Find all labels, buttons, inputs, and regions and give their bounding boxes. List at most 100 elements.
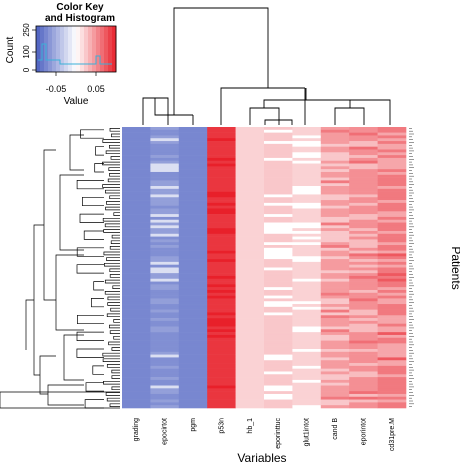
heatmap-cell — [150, 396, 180, 400]
heatmap-cell — [377, 233, 407, 237]
heatmap-cell — [207, 304, 236, 308]
heatmap-cell — [150, 289, 180, 294]
heatmap-cell — [320, 388, 350, 392]
heatmap-cell — [264, 298, 293, 302]
heatmap-cell — [349, 360, 378, 364]
heatmap-cell — [235, 289, 265, 294]
heatmap-cell — [207, 146, 236, 150]
heatmap-cell — [377, 275, 407, 280]
heatmap-cell — [377, 214, 407, 218]
color-key-histogram — [38, 43, 112, 65]
heatmap-cell — [377, 278, 407, 282]
heatmap-cell — [292, 334, 322, 339]
heatmap-cell — [207, 149, 236, 153]
heatmap-cell — [320, 363, 350, 367]
heatmap-cell — [122, 233, 151, 237]
heatmap-cell — [349, 138, 378, 142]
heatmap-cell — [377, 163, 407, 167]
heatmap-cell — [150, 169, 180, 173]
heatmap-cell — [292, 157, 322, 162]
heatmap-cell — [235, 202, 265, 206]
heatmap-cell — [122, 157, 151, 162]
heatmap-cell — [150, 129, 180, 133]
heatmap-cell — [349, 127, 378, 131]
heatmap-cell — [264, 329, 293, 333]
heatmap-cell — [178, 340, 208, 344]
heatmap-cell — [207, 298, 236, 302]
heatmap-cell — [349, 214, 378, 218]
heatmap-cell — [292, 273, 322, 277]
heatmap-cell — [178, 281, 208, 285]
heatmap-cell — [235, 351, 265, 355]
heatmap-cell — [264, 292, 293, 296]
heatmap-cell — [377, 143, 407, 147]
heatmap-cell — [178, 194, 208, 198]
heatmap-cell — [377, 348, 407, 353]
heatmap-cell — [349, 146, 378, 150]
heatmap-cell — [264, 379, 293, 384]
heatmap-cell — [320, 393, 350, 398]
heatmap-cell — [235, 157, 265, 162]
heatmap-cell — [264, 371, 293, 375]
heatmap-cell — [264, 135, 293, 139]
heatmap-cell — [377, 157, 407, 162]
heatmap-cell — [349, 402, 378, 406]
heatmap-cell — [207, 200, 236, 204]
heatmap-cell — [377, 388, 407, 392]
heatmap-cell — [320, 385, 350, 389]
heatmap-cell — [377, 309, 407, 313]
heatmap-cell — [349, 363, 378, 367]
heatmap-cell — [292, 377, 322, 381]
heatmap-cell — [235, 230, 265, 235]
heatmap-cell — [264, 169, 293, 173]
heatmap-cell — [377, 253, 407, 257]
heatmap-cell — [235, 323, 265, 327]
heatmap-cell — [264, 174, 293, 178]
heatmap-cell — [235, 264, 265, 268]
heatmap-cell — [349, 225, 378, 229]
heatmap-cell — [235, 259, 265, 263]
row-dendrogram-branch — [106, 397, 120, 402]
heatmap-cell — [207, 379, 236, 384]
heatmap-cell — [178, 174, 208, 178]
heatmap-cell — [377, 357, 407, 361]
color-key-swatch — [104, 26, 109, 72]
heatmap-cell — [264, 233, 293, 237]
color-key-ylabel: Count — [5, 36, 16, 63]
heatmap-cell — [150, 323, 180, 327]
color-key-swatch — [48, 26, 53, 72]
heatmap-cell — [320, 214, 350, 218]
heatmap-cell — [264, 245, 293, 249]
heatmap-cell — [207, 180, 236, 184]
heatmap-cell — [207, 326, 236, 330]
heatmap-cell — [264, 270, 293, 274]
heatmap-cell — [320, 194, 350, 198]
heatmap-cell — [150, 152, 180, 156]
heatmap-cell — [207, 160, 236, 164]
heatmap-cell — [207, 312, 236, 316]
heatmap-cell — [178, 146, 208, 150]
heatmap-cell — [178, 371, 208, 375]
heatmap-cell — [264, 391, 293, 395]
heatmap-cell — [292, 360, 322, 364]
heatmap-cell — [264, 214, 293, 218]
heatmap-cell — [150, 188, 180, 192]
heatmap-cell — [377, 174, 407, 178]
heatmap-cell — [264, 306, 293, 310]
heatmap-cell — [264, 256, 293, 260]
heatmap-cell — [377, 177, 407, 181]
heatmap-cell — [320, 315, 350, 319]
heatmap-cell — [264, 205, 293, 209]
heatmap-cell — [320, 382, 350, 386]
heatmap-cell — [235, 368, 265, 372]
heatmap-cell — [150, 365, 180, 369]
heatmap-cell — [292, 388, 322, 392]
heatmap-cell — [349, 351, 378, 355]
heatmap-cell — [150, 337, 180, 341]
heatmap-cell — [377, 261, 407, 265]
heatmap-cell — [178, 360, 208, 364]
heatmap-cell — [150, 177, 180, 181]
heatmap-cell — [207, 202, 236, 206]
heatmap-cell — [292, 197, 322, 201]
row-dendrogram-branch — [109, 403, 120, 407]
